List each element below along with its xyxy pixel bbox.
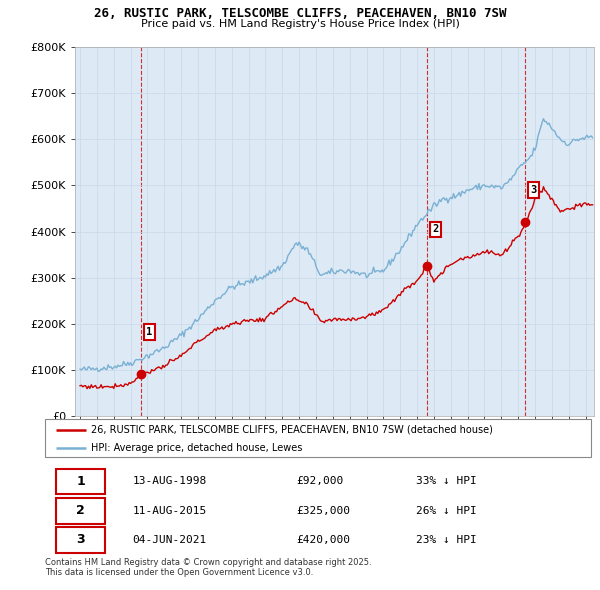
Text: 1: 1 xyxy=(76,475,85,488)
Text: 23% ↓ HPI: 23% ↓ HPI xyxy=(416,535,477,545)
Text: Contains HM Land Registry data © Crown copyright and database right 2025.
This d: Contains HM Land Registry data © Crown c… xyxy=(45,558,371,577)
Text: 04-JUN-2021: 04-JUN-2021 xyxy=(133,535,206,545)
Text: 26, RUSTIC PARK, TELSCOMBE CLIFFS, PEACEHAVEN, BN10 7SW (detached house): 26, RUSTIC PARK, TELSCOMBE CLIFFS, PEACE… xyxy=(91,425,493,435)
FancyBboxPatch shape xyxy=(45,419,591,457)
Text: 26, RUSTIC PARK, TELSCOMBE CLIFFS, PEACEHAVEN, BN10 7SW: 26, RUSTIC PARK, TELSCOMBE CLIFFS, PEACE… xyxy=(94,7,506,20)
Text: 2: 2 xyxy=(76,504,85,517)
FancyBboxPatch shape xyxy=(56,527,105,553)
Text: 3: 3 xyxy=(76,533,85,546)
Text: 33% ↓ HPI: 33% ↓ HPI xyxy=(416,477,477,486)
Text: 26% ↓ HPI: 26% ↓ HPI xyxy=(416,506,477,516)
Text: £325,000: £325,000 xyxy=(296,506,350,516)
Text: 1: 1 xyxy=(146,327,152,337)
FancyBboxPatch shape xyxy=(56,498,105,523)
Text: 11-AUG-2015: 11-AUG-2015 xyxy=(133,506,206,516)
FancyBboxPatch shape xyxy=(56,468,105,494)
Text: 13-AUG-1998: 13-AUG-1998 xyxy=(133,477,206,486)
Text: 2: 2 xyxy=(433,224,439,234)
Text: 3: 3 xyxy=(530,185,537,195)
Text: HPI: Average price, detached house, Lewes: HPI: Average price, detached house, Lewe… xyxy=(91,442,303,453)
Text: £420,000: £420,000 xyxy=(296,535,350,545)
Text: Price paid vs. HM Land Registry's House Price Index (HPI): Price paid vs. HM Land Registry's House … xyxy=(140,19,460,30)
Text: £92,000: £92,000 xyxy=(296,477,343,486)
